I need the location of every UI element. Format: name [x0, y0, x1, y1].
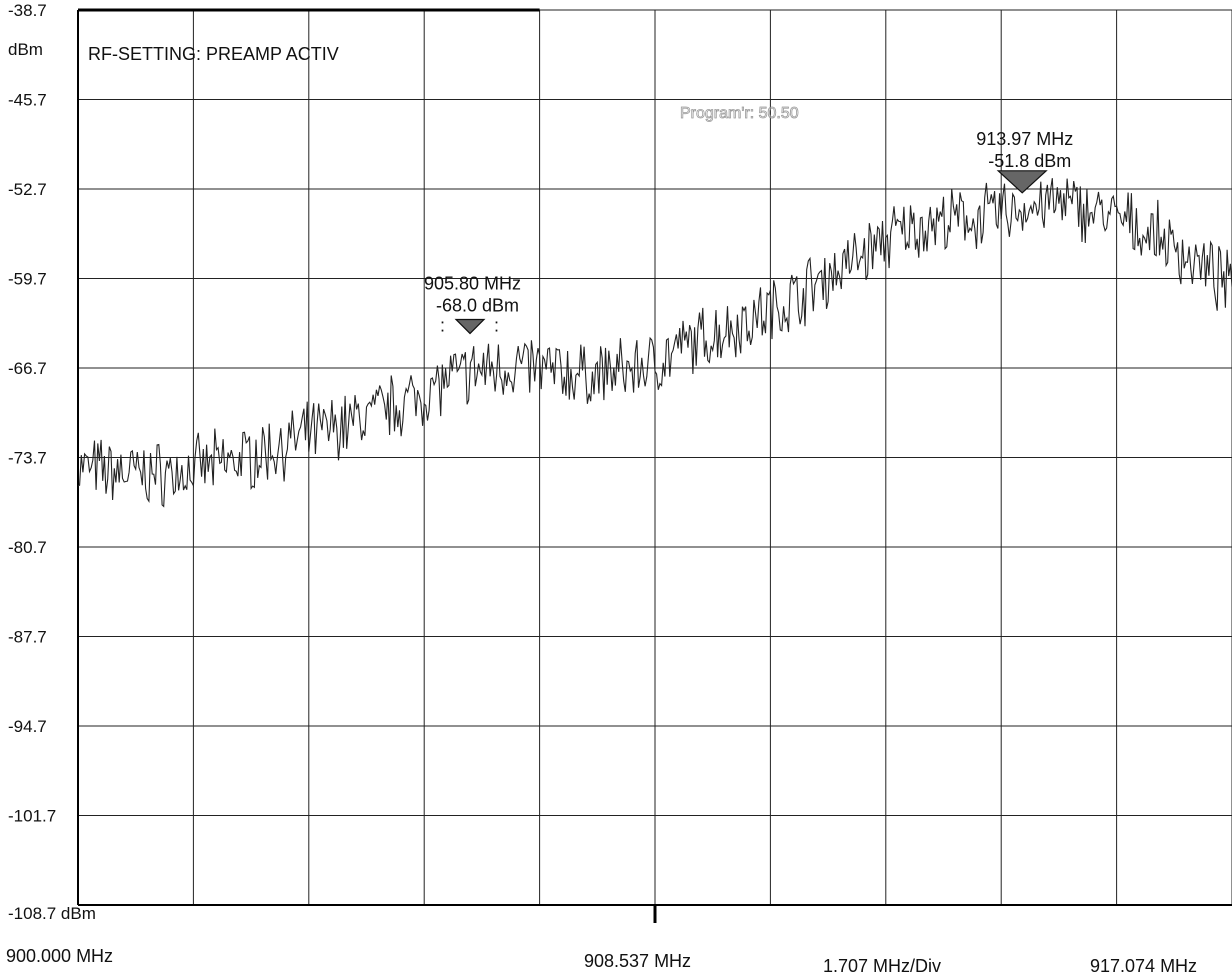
y-tick-label: -38.7 [8, 1, 47, 20]
y-tick-label: -73.7 [8, 449, 47, 468]
marker-frequency-label: 905.80 MHz [424, 273, 521, 293]
marker-bracket: : [494, 315, 499, 335]
y-tick-labels: -38.7 -45.7 -52.7 -59.7 -66.7 -73.7 -80.7 -87.7… [8, 1, 96, 923]
y-tick-label: -80.7 [8, 538, 47, 557]
marker-2: 913.97 MHz-51.8 dBm [976, 129, 1073, 194]
y-tick-label: -101.7 [8, 807, 56, 826]
y-tick-label: -52.7 [8, 180, 47, 199]
rf-setting-label: RF-SETTING: PREAMP ACTIV [88, 44, 339, 64]
y-tick-label: -66.7 [8, 359, 47, 378]
y-tick-label: -45.7 [8, 91, 47, 110]
x-stop-label: 917.074 MHz [1090, 956, 1197, 975]
markers: :: 905.80 MHz-68.0 dBm 913.97 MHz-51.8 dBm [424, 129, 1073, 336]
marker-level-label: -68.0 dBm [436, 295, 519, 315]
y-tick-label: -87.7 [8, 628, 47, 647]
y-unit-label: dBm [8, 40, 43, 59]
marker-triangle [454, 318, 486, 335]
y-tick-label: -108.7 dBm [8, 904, 96, 923]
marker-triangle [996, 170, 1048, 194]
marker-level-label: -51.8 dBm [988, 151, 1071, 171]
watermark: Program'r: 50.50 [680, 105, 799, 122]
marker-frequency-label: 913.97 MHz [976, 129, 1073, 149]
marker-1: :: 905.80 MHz-68.0 dBm [424, 273, 521, 335]
y-tick-label: -59.7 [8, 270, 47, 289]
y-tick-label: -94.7 [8, 717, 47, 736]
x-start-label: 900.000 MHz [6, 946, 113, 966]
spectrum-trace [77, 178, 1232, 508]
x-center-label: 908.537 MHz [584, 951, 691, 971]
x-per-div-label: 1.707 MHz/Div [823, 956, 941, 975]
marker-bracket: : [440, 315, 445, 335]
